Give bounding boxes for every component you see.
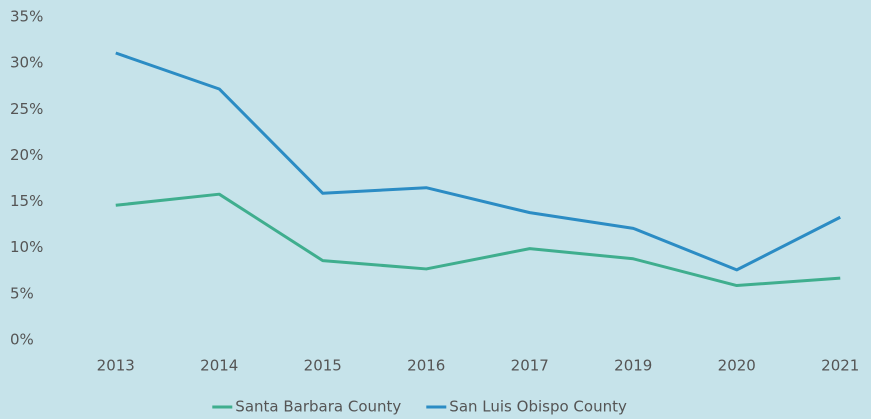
y-tick-label: 30% [10,54,43,72]
y-tick-label: 15% [10,192,43,210]
x-tick-label: 2014 [200,357,238,375]
legend-label: Santa Barbara County [235,398,401,416]
y-tick-label: 10% [10,238,43,256]
x-tick-label: 2016 [407,357,445,375]
x-tick-label: 2017 [511,357,549,375]
x-tick-label: 2021 [821,357,859,375]
y-tick-label: 5% [10,284,34,302]
y-tick-label: 20% [10,146,43,164]
x-tick-label: 2013 [97,357,135,375]
y-tick-label: 35% [10,8,43,26]
y-tick-label: 25% [10,100,43,118]
y-tick-label: 0% [10,331,34,349]
x-tick-label: 2019 [614,357,652,375]
x-tick-label: 2015 [304,357,342,375]
series-line [115,192,841,288]
legend-label: San Luis Obispo County [449,398,627,416]
x-tick-label: 2020 [718,357,756,375]
series-line [115,51,841,272]
